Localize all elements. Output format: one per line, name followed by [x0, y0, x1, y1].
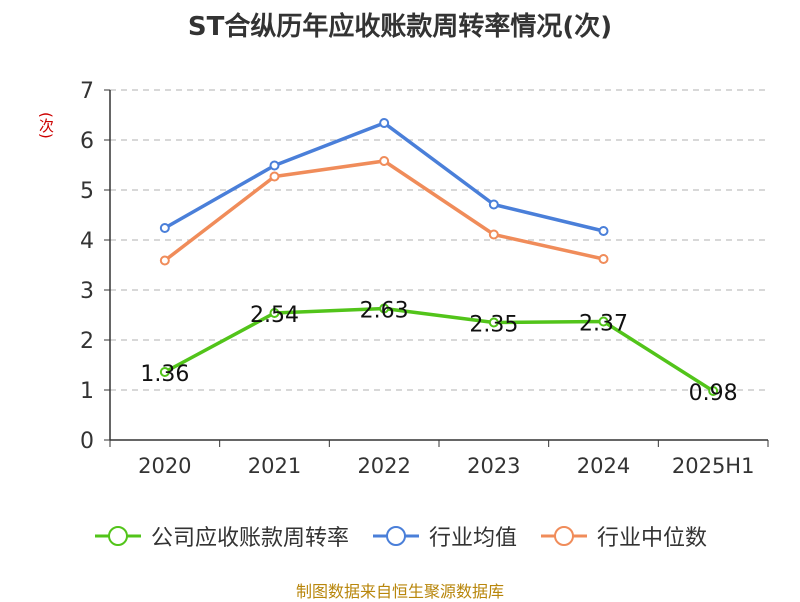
series-line-2	[163, 159, 604, 262]
data-point-1	[159, 223, 170, 233]
legend: 公司应收账款周转率 行业均值 行业中位数	[0, 520, 800, 552]
data-label: 0.98	[689, 381, 738, 406]
data-label: 2.54	[250, 303, 299, 328]
x-tick-label: 2020	[138, 454, 191, 478]
data-label: 2.35	[469, 313, 518, 338]
data-source: 制图数据来自恒生聚源数据库	[295, 582, 504, 601]
legend-item-industry-median[interactable]: 行业中位数	[539, 520, 707, 552]
legend-label-company: 公司应收账款周转率	[150, 526, 349, 551]
legend-marker-industry-mean	[372, 526, 419, 546]
data-point-2	[269, 171, 280, 182]
y-tick-label: 3	[80, 279, 94, 304]
x-tick-label: 2021	[248, 454, 301, 478]
legend-item-industry-mean[interactable]: 行业均值	[371, 520, 517, 552]
data-point-1	[488, 199, 499, 210]
legend-marker-industry-median	[541, 526, 587, 546]
legend-label-industry-mean: 行业均值	[428, 526, 517, 551]
legend-marker-company	[94, 526, 141, 546]
series-line-0	[164, 306, 715, 393]
series-line-1	[163, 121, 604, 233]
data-label: 1.36	[140, 362, 189, 387]
data-label: 2.63	[360, 299, 409, 324]
y-tick-label: 7	[80, 79, 94, 104]
x-tick-label: 2022	[357, 454, 410, 478]
chart-title: ST合纵历年应收账款周转率情况(次)	[187, 12, 613, 42]
y-tick-label: 2	[80, 329, 94, 354]
legend-label-industry-median: 行业中位数	[597, 526, 708, 551]
y-tick-label: 6	[80, 129, 94, 154]
data-point-1	[269, 160, 280, 171]
data-label: 2.37	[579, 312, 628, 337]
data-point-0	[269, 308, 280, 318]
x-tick-label: 2024	[577, 454, 630, 478]
legend-item-company[interactable]: 公司应收账款周转率	[93, 520, 349, 552]
y-tick-label: 1	[80, 379, 94, 404]
data-point-2	[379, 156, 390, 166]
y-axis-label: (次)	[37, 112, 55, 139]
data-point-2	[598, 254, 609, 264]
data-point-2	[159, 255, 170, 266]
data-point-0	[159, 367, 170, 377]
y-tick-label: 4	[80, 229, 94, 254]
y-tick-label: 5	[80, 179, 94, 204]
data-point-0	[488, 317, 499, 328]
data-point-0	[598, 316, 609, 327]
x-tick-label: 2023	[467, 454, 520, 478]
x-tick-label: 2025H1	[672, 454, 755, 478]
data-point-1	[379, 118, 390, 128]
data-point-2	[488, 229, 499, 240]
data-point-0	[379, 303, 390, 314]
y-tick-label: 0	[80, 429, 94, 454]
data-point-1	[598, 226, 609, 236]
data-point-0	[708, 386, 719, 396]
